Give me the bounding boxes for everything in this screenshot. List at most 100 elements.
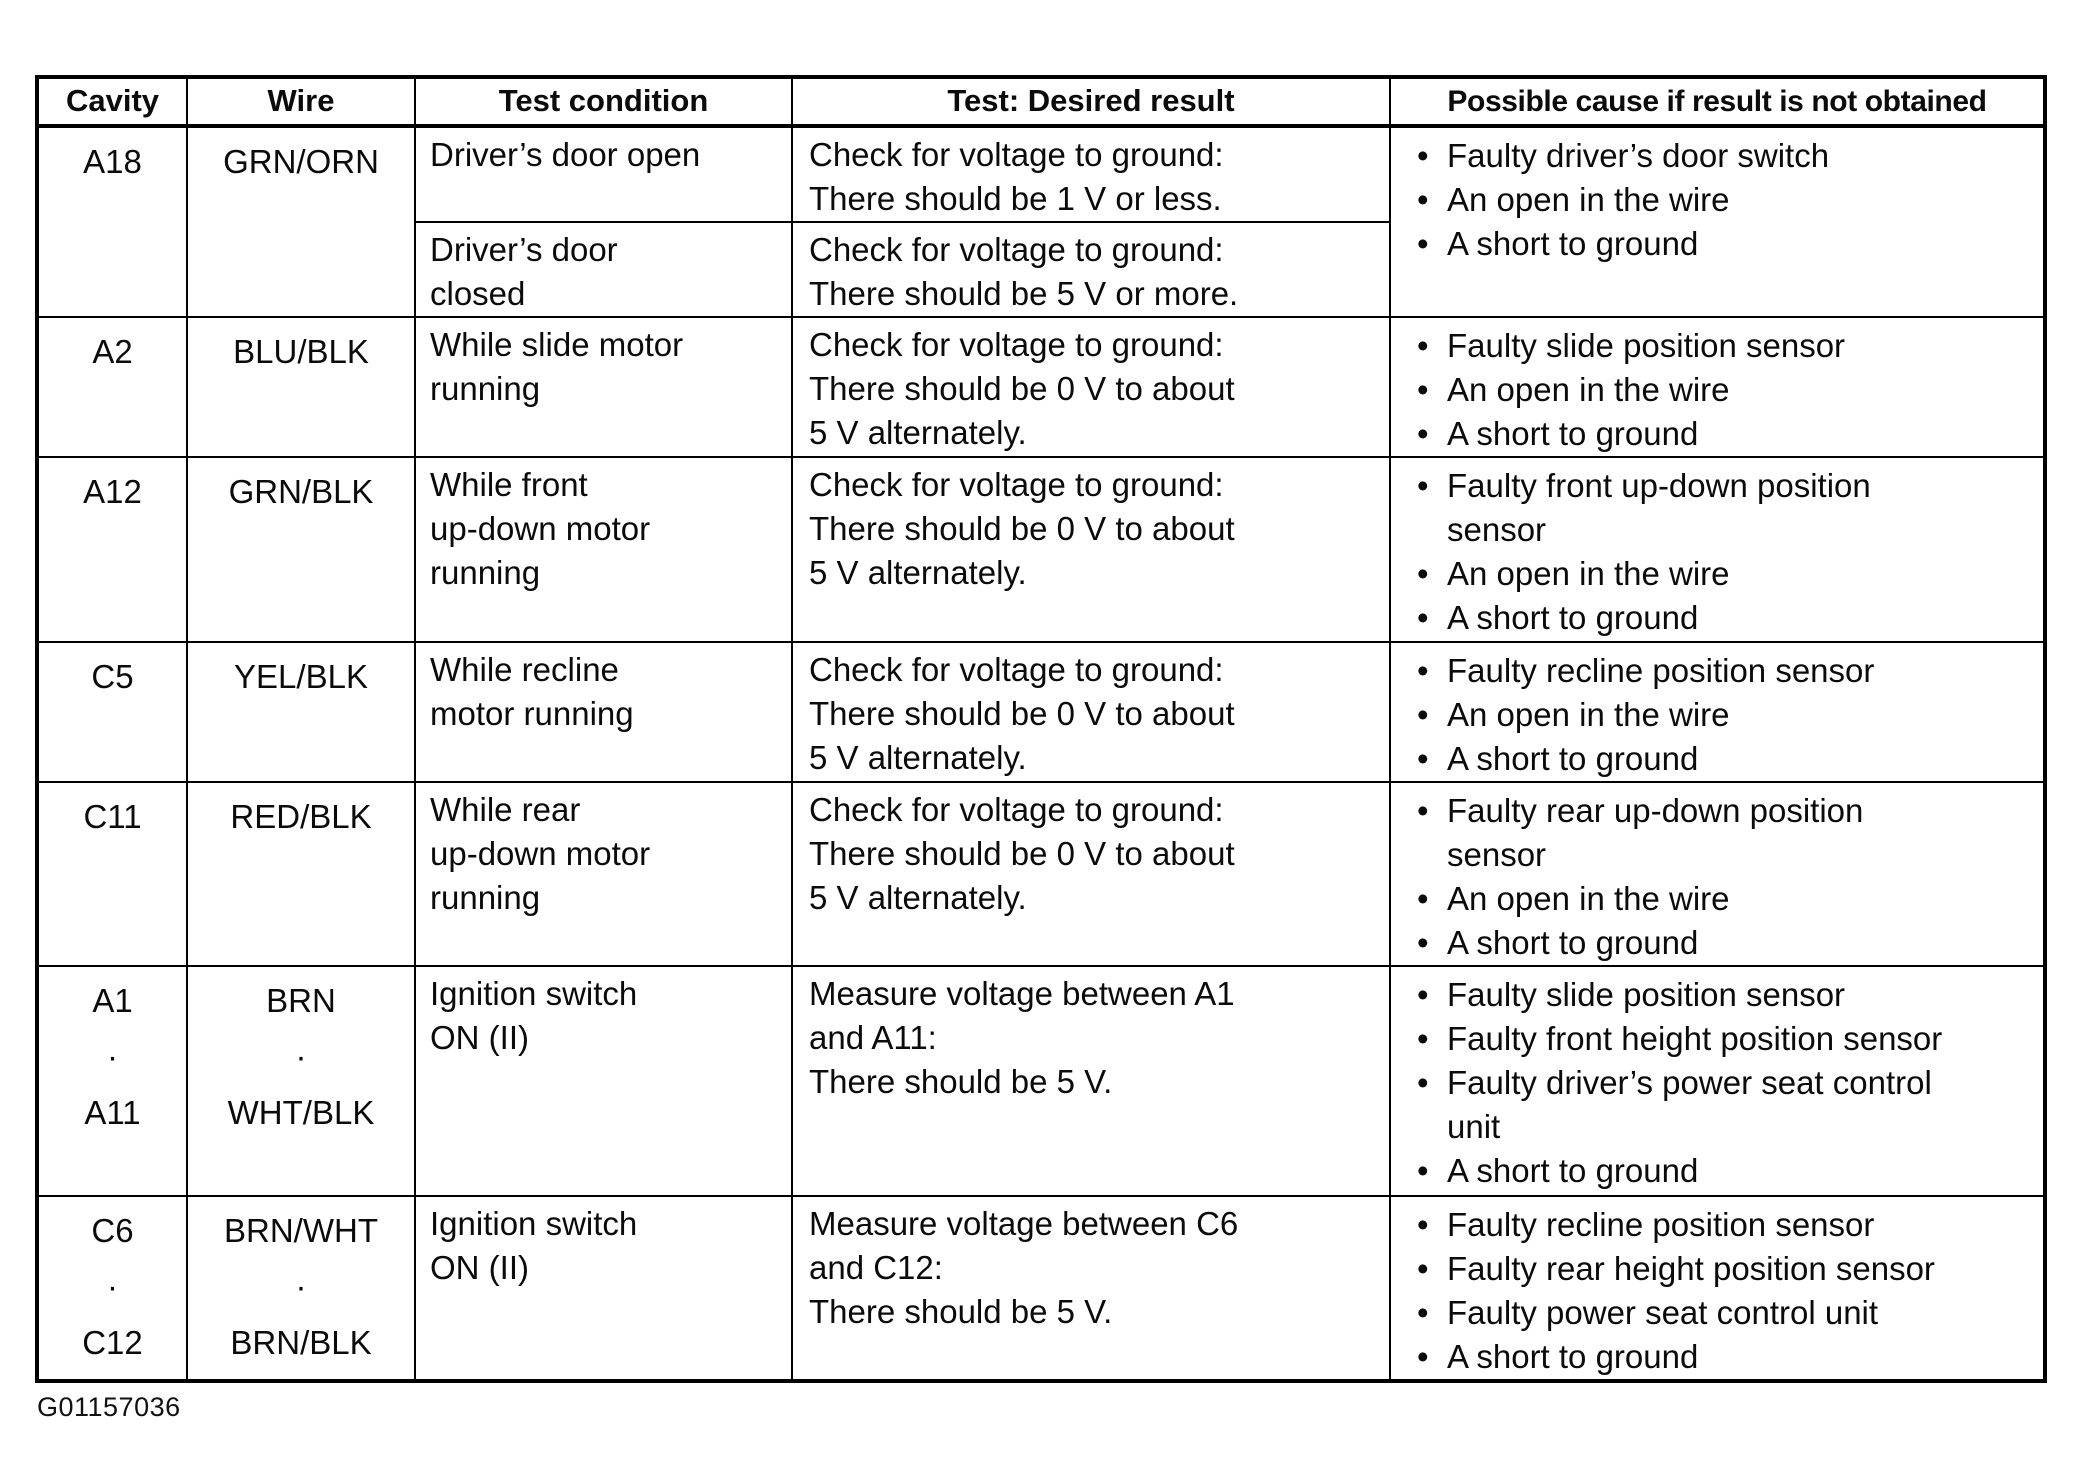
cause-line: A short to ground	[1392, 1149, 2037, 1193]
table-subrow-a18-closed: Driver’s door closed Check for voltage to…	[37, 221, 2045, 318]
result-line: Check for voltage to ground:	[809, 466, 1224, 503]
cause-line: A short to ground	[1392, 222, 2037, 266]
cause-line: Faulty power seat control unit	[1392, 1291, 2037, 1335]
cause-item: A short to ground	[1392, 921, 2037, 964]
table-row-c6-c12: C6 · C12 BRN/WHT · BRN/BLK Ignition switch ON…	[36, 1195, 2046, 1382]
result-cell-c5: Check for voltage to ground: There should…	[791, 641, 1391, 783]
cavity-value: A18	[83, 143, 142, 180]
result-line: There should be 1 V or less.	[809, 180, 1222, 217]
cause-line: A short to ground	[1392, 596, 2037, 640]
table-row-c5: C5 YEL/BLK While recline motor running Ch…	[36, 641, 2046, 783]
wire-cell-a1-a11: BRN · WHT/BLK	[186, 965, 416, 1197]
header-cavity: Cavity	[36, 76, 188, 128]
result-line: There should be 0 V to about	[809, 835, 1235, 872]
cavity-cell-c6-c12: C6 · C12	[36, 1195, 188, 1382]
result-cell-a18-closed: Check for voltage to ground: There should…	[791, 221, 1391, 318]
cause-item: A short to ground	[1392, 1335, 2037, 1379]
cavity-value: A1	[92, 982, 133, 1019]
cavity-value: C5	[91, 658, 134, 695]
result-line: Check for voltage to ground:	[809, 651, 1224, 688]
condition-line: While front	[430, 466, 588, 503]
cause-item: An open in the wire	[1392, 368, 2037, 412]
header-desired-result: Test: Desired result	[791, 76, 1391, 128]
cause-line: A short to ground	[1392, 1335, 2037, 1379]
cause-line: A short to ground	[1392, 412, 2037, 455]
voltage-test-table-wrapper: Cavity Wire Test condition Test: Desired…	[35, 75, 2047, 1383]
cause-item: An open in the wire	[1392, 552, 2037, 596]
table-row-a2: A2 BLU/BLK While slide motor running Chec…	[36, 316, 2046, 458]
cavity-cell-c11: C11	[36, 781, 188, 967]
cavity-value: A2	[92, 333, 133, 370]
cavity-cell-a18: A18	[36, 125, 188, 318]
cavity-cell-a1-a11: A1 · A11	[36, 965, 188, 1197]
wire-value: RED/BLK	[230, 798, 372, 835]
wire-value: GRN/BLK	[228, 473, 374, 510]
figure-id: G01157036	[37, 1392, 181, 1422]
cause-item: Faulty recline position sensor	[1392, 649, 2037, 693]
cavity-value: A12	[83, 473, 142, 510]
cause-line: An open in the wire	[1392, 877, 2037, 921]
result-cell-a2: Check for voltage to ground: There should…	[791, 316, 1391, 458]
cavity-value: C12	[82, 1324, 143, 1361]
condition-line: up-down motor	[430, 835, 651, 872]
cavity-value: C11	[83, 798, 142, 835]
cause-line: Faulty front height position sensor	[1392, 1017, 2037, 1061]
condition-line: ON (II)	[430, 1249, 529, 1286]
cause-line: Faulty rear up-down position	[1392, 789, 2037, 833]
condition-line: running	[430, 370, 541, 407]
cavity-value: C6	[91, 1212, 134, 1249]
cavity-value: A11	[84, 1094, 141, 1131]
condition-line: While recline	[430, 651, 619, 688]
result-line: There should be 0 V to about	[809, 370, 1235, 407]
cause-line: Faulty driver’s power seat control	[1392, 1061, 2037, 1105]
causes-cell-a1-a11: Faulty slide position sensor Faulty fron…	[1389, 965, 2046, 1197]
cause-line: Faulty slide position sensor	[1392, 973, 2037, 1017]
condition-cell-c5: While recline motor running	[414, 641, 793, 783]
wire-cell-a18: GRN/ORN	[186, 125, 416, 318]
result-cell-c11: Check for voltage to ground: There should…	[791, 781, 1391, 967]
cause-item: A short to ground	[1392, 596, 2037, 640]
result-line: 5 V alternately.	[809, 414, 1027, 451]
condition-cell-a18-open: Driver’s door open	[414, 125, 793, 223]
condition-line: running	[430, 554, 541, 591]
wire-value: BRN	[266, 982, 336, 1019]
condition-cell-a18-closed: Driver’s door closed	[414, 221, 793, 318]
condition-line: motor running	[430, 695, 634, 732]
wire-value: ·	[295, 1268, 307, 1305]
wire-cell-c6-c12: BRN/WHT · BRN/BLK	[186, 1195, 416, 1382]
causes-cell-a2: Faulty slide position sensor An open in …	[1389, 316, 2046, 458]
table-row-c11: C11 RED/BLK While rear up-down motor runni…	[36, 781, 2046, 967]
cause-line: Faulty rear height position sensor	[1392, 1247, 2037, 1291]
cause-line: Faulty recline position sensor	[1392, 1203, 2037, 1247]
condition-line: Driver’s door open	[430, 136, 701, 173]
wire-value: WHT/BLK	[227, 1094, 375, 1131]
result-line: There should be 5 V or more.	[809, 275, 1239, 312]
condition-line: Ignition switch	[430, 1205, 638, 1242]
cause-line: Faulty slide position sensor	[1392, 324, 2037, 368]
condition-line: While rear	[430, 791, 581, 828]
causes-cell-c5: Faulty recline position sensor An open i…	[1389, 641, 2046, 783]
result-line: Measure voltage between A1	[809, 975, 1235, 1012]
cause-item: Faulty power seat control unit	[1392, 1291, 2037, 1335]
cavity-cell-c5: C5	[36, 641, 188, 783]
cause-item: A short to ground	[1392, 1149, 2037, 1193]
result-cell-a1-a11: Measure voltage between A1 and A11: There …	[791, 965, 1391, 1197]
result-line: Check for voltage to ground:	[809, 326, 1224, 363]
cause-line: An open in the wire	[1392, 552, 2037, 596]
condition-line: ON (II)	[430, 1019, 529, 1056]
cause-item: A short to ground	[1392, 737, 2037, 780]
wire-cell-a2: BLU/BLK	[186, 316, 416, 458]
condition-cell-c11: While rear up-down motor running	[414, 781, 793, 967]
result-line: and C12:	[809, 1249, 943, 1286]
result-line: Check for voltage to ground:	[809, 136, 1224, 173]
cause-item: A short to ground	[1392, 222, 2037, 266]
result-line: 5 V alternately.	[809, 739, 1027, 776]
cause-line: An open in the wire	[1392, 693, 2037, 737]
cause-item: Faulty driver’s door switch	[1392, 134, 2037, 178]
cause-line: A short to ground	[1392, 737, 2037, 780]
cause-line: Faulty recline position sensor	[1392, 649, 2037, 693]
result-line: Measure voltage between C6	[809, 1205, 1239, 1242]
